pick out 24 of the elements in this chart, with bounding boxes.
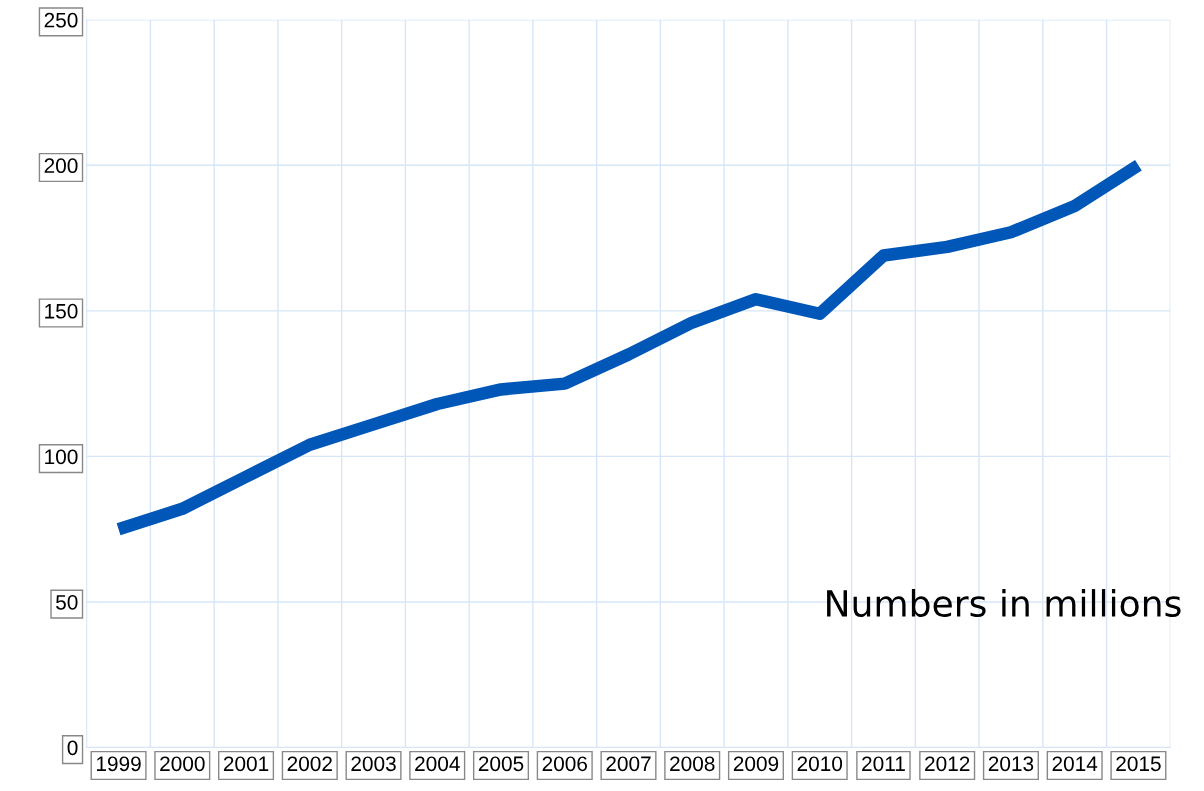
- y-tick-label: 250: [44, 12, 78, 28]
- x-tick-label: 2002: [287, 756, 332, 772]
- x-tick-label: 2014: [1052, 756, 1098, 772]
- y-tick-label: 0: [67, 740, 78, 756]
- x-tick-label: 2006: [542, 756, 588, 772]
- annotation: Numbers in millions: [827, 589, 1181, 618]
- x-tick-label: 2008: [670, 756, 715, 772]
- x-tick-label: 2015: [1116, 756, 1161, 772]
- x-tick-label: 2011: [862, 756, 905, 772]
- x-tick-label: 2010: [797, 756, 843, 772]
- x-tick-label: 2001: [223, 756, 269, 772]
- x-tick-label: 2012: [925, 756, 970, 772]
- x-tick-label: 2005: [478, 756, 524, 772]
- y-tick-label: 100: [45, 449, 78, 465]
- y-tick-label: 150: [45, 303, 78, 319]
- x-tick-label: 2000: [160, 756, 205, 772]
- x-tick-label: 2004: [415, 756, 460, 772]
- y-tick-label: 50: [56, 594, 78, 610]
- x-tick-label: 2013: [988, 756, 1034, 772]
- x-tick-label: 2003: [351, 756, 396, 772]
- x-tick-label: 2009: [733, 756, 779, 772]
- x-tick-label: 1999: [96, 756, 141, 772]
- y-tick-label: 200: [44, 158, 78, 174]
- x-tick-label: 2007: [606, 756, 651, 772]
